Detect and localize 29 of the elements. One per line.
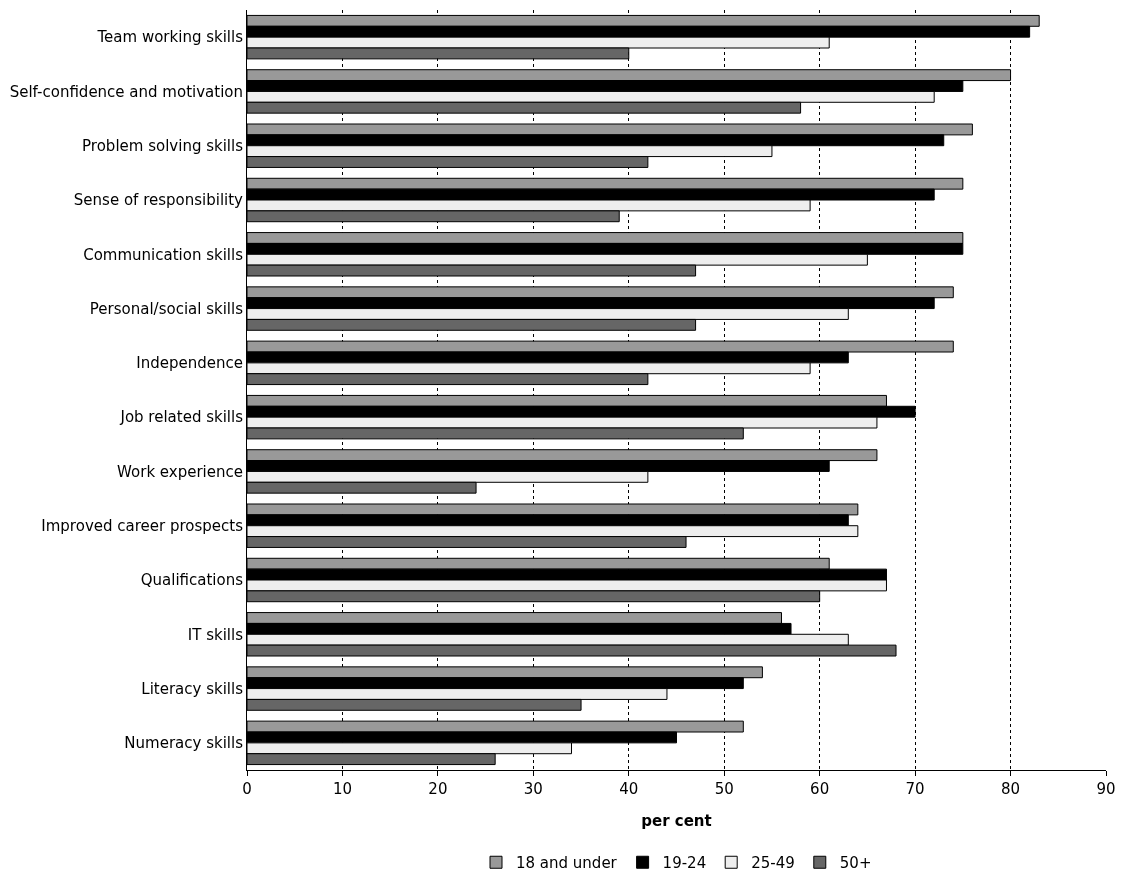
x-tick-label: 10: [332, 780, 352, 798]
y-tick-label: Job related skills: [119, 408, 244, 427]
y-tick-label: Qualifications: [140, 571, 244, 590]
x-tick-label: 0: [242, 780, 252, 798]
x-tick-label: 50: [714, 780, 734, 798]
x-tick-label: 30: [523, 780, 543, 798]
x-tick-label: 90: [1096, 780, 1116, 798]
legend-label: 50+: [839, 854, 872, 873]
x-tick-label: 60: [810, 780, 830, 798]
y-tick-label: Problem solving skills: [82, 136, 244, 155]
x-tick-label: 80: [1001, 780, 1021, 798]
x-tick-label: 40: [619, 780, 639, 798]
x-axis-title: per cent: [641, 812, 712, 830]
y-tick-label: Sense of responsibility: [73, 191, 244, 210]
y-tick-label: Numeracy skills: [124, 734, 244, 753]
y-tick-label: Work experience: [117, 462, 243, 481]
y-tick-label: Communication skills: [83, 245, 244, 264]
y-tick-label: Personal/social skills: [89, 299, 244, 318]
legend-label: 19-24: [662, 854, 707, 873]
legend-label: 25-49: [751, 854, 795, 873]
y-tick-label: IT skills: [187, 625, 244, 644]
y-tick-label: Independence: [136, 354, 243, 373]
legend-label: 18 and under: [516, 854, 618, 873]
y-tick-label: Improved career prospects: [41, 516, 244, 535]
y-tick-label: Self-confidence and motivation: [9, 82, 243, 101]
x-tick-label: 20: [428, 780, 448, 798]
y-tick-label: Literacy skills: [141, 679, 244, 698]
y-tick-label: Team working skills: [96, 28, 244, 47]
x-tick-label: 70: [905, 780, 925, 798]
